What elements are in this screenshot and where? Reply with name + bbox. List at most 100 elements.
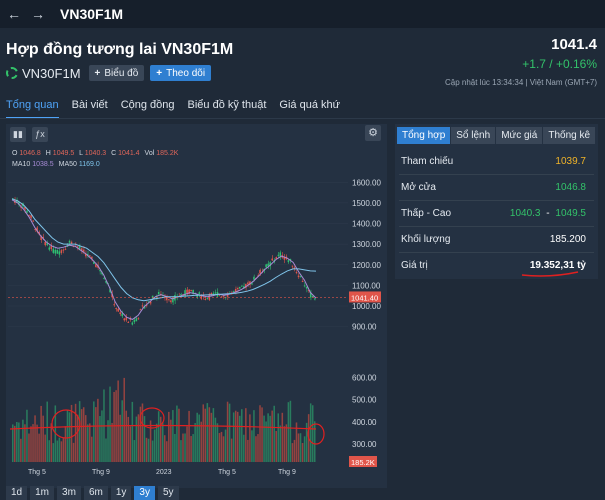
candle-body	[275, 257, 277, 259]
candle-body	[218, 294, 221, 296]
volume-bar	[285, 424, 288, 462]
arrow-left-icon[interactable]: ←	[7, 6, 21, 22]
range-3m[interactable]: 3m	[57, 486, 81, 500]
volume-bar	[249, 414, 251, 462]
tab-summary[interactable]: Tổng hợp	[397, 127, 451, 144]
candle-body	[99, 270, 101, 272]
candle-body	[60, 250, 63, 253]
volume-bar	[275, 430, 277, 462]
candle-body	[220, 296, 223, 298]
range-1d[interactable]: 1d	[6, 486, 28, 500]
price-tick-label: 1500.00	[352, 199, 381, 208]
candle-body	[131, 322, 134, 325]
tab-price-levels[interactable]: Mức giá	[496, 127, 543, 144]
volume-label: Vol	[144, 150, 155, 157]
candle-body	[210, 292, 213, 295]
volume-bar	[34, 415, 36, 462]
candle-body	[279, 252, 282, 257]
volume-bar	[291, 443, 294, 462]
volume-bar	[101, 410, 103, 462]
volume-bar	[16, 421, 18, 462]
volume-bar	[259, 405, 261, 462]
volume-bar	[234, 410, 237, 462]
volume-bar	[208, 407, 211, 462]
volume-tick-label: 500.00	[352, 396, 377, 405]
tab-articles[interactable]: Bài viết	[71, 99, 108, 111]
x-tick-label: Thg 5	[28, 469, 46, 476]
candle-body	[313, 298, 316, 300]
candle-body	[247, 282, 249, 285]
follow-button[interactable]: + Theo dõi	[150, 65, 212, 81]
candle-body	[26, 210, 28, 213]
volume-bar	[14, 425, 16, 462]
volume-bar	[247, 439, 249, 462]
candle-body	[28, 214, 30, 216]
volume-bar	[12, 424, 14, 462]
candle-body	[80, 248, 83, 252]
low-value: 1040.3	[84, 150, 107, 157]
tab-community[interactable]: Cộng đồng	[120, 99, 175, 111]
arrow-right-icon[interactable]: →	[31, 6, 45, 22]
ma10-label: MA10	[12, 161, 31, 168]
candle-body	[82, 249, 85, 252]
candle-body	[89, 255, 91, 257]
tab-technical-chart[interactable]: Biểu đồ kỹ thuật	[187, 99, 267, 111]
last-price-tag-label: 1041.40	[351, 293, 378, 302]
gear-icon[interactable]: ⚙	[365, 125, 381, 141]
plus-icon: +	[94, 67, 101, 79]
volume-bar	[161, 422, 164, 462]
ohlc-readout: O 1046.8 H 1049.5 L 1040.3 C 1041.4 Vol …	[12, 150, 181, 157]
low-high-value: 1040.3 - 1049.5	[510, 208, 586, 219]
volume-bar	[91, 436, 93, 462]
function-icon[interactable]: ƒx	[32, 127, 48, 142]
tab-price-history[interactable]: Giá quá khứ	[279, 99, 340, 111]
main-tabs: Tổng quan Bài viết Cộng đồng Biểu đồ kỹ …	[6, 99, 353, 119]
tab-overview[interactable]: Tổng quan	[6, 99, 59, 119]
candle-body	[232, 291, 235, 293]
volume-bar	[50, 423, 53, 462]
volume-bar	[186, 426, 188, 462]
candle-body	[297, 275, 300, 278]
range-selector: 1d 1m 3m 6m 1y 3y 5y	[6, 486, 182, 500]
ma50-value: 1169.0	[78, 161, 100, 168]
price-chart[interactable]: 900.00 1000.00 1100.00 1200.00 1300.00 1400.0…	[6, 124, 387, 488]
top-bar: ← → VN30F1M	[0, 0, 605, 28]
candle-body	[93, 261, 95, 264]
tab-order-book[interactable]: Sổ lệnh	[451, 127, 496, 144]
volume-bar	[279, 425, 282, 462]
volume-bar	[121, 400, 123, 462]
volume-bar	[74, 403, 77, 462]
chart-button[interactable]: + Biểu đồ	[88, 65, 145, 81]
volume-bar	[218, 433, 221, 462]
volume-tick-label: 600.00	[352, 373, 377, 382]
candle-body	[62, 249, 65, 251]
candle-body	[293, 267, 296, 269]
volume-bar	[224, 429, 227, 462]
range-6m[interactable]: 6m	[83, 486, 108, 500]
volume-bar	[20, 438, 22, 462]
volume-bar	[194, 423, 196, 462]
range-separator: -	[546, 208, 550, 219]
volume-bar	[89, 423, 91, 462]
volume-bar	[198, 414, 200, 462]
volume-bar	[200, 421, 202, 462]
candle-body	[295, 272, 298, 274]
price-change: +1.7 / +0.16%	[522, 57, 597, 71]
tab-statistics[interactable]: Thống kê	[543, 127, 596, 144]
range-1m[interactable]: 1m	[30, 486, 55, 500]
range-1y[interactable]: 1y	[110, 486, 132, 500]
volume-bar	[271, 410, 273, 462]
candle-body	[58, 251, 61, 255]
candle-body	[32, 220, 34, 222]
range-5y[interactable]: 5y	[157, 486, 179, 500]
volume-bar	[95, 407, 97, 462]
candle-body	[251, 283, 253, 285]
range-3y[interactable]: 3y	[134, 486, 155, 500]
candle-body	[40, 236, 42, 241]
volume-total-value: 185.200	[549, 234, 586, 245]
volume-bar	[178, 408, 180, 462]
volume-bar	[174, 433, 176, 462]
candlestick-icon[interactable]: ▮▮	[10, 127, 26, 142]
last-price-tag	[349, 291, 381, 303]
volume-bar	[301, 443, 304, 462]
